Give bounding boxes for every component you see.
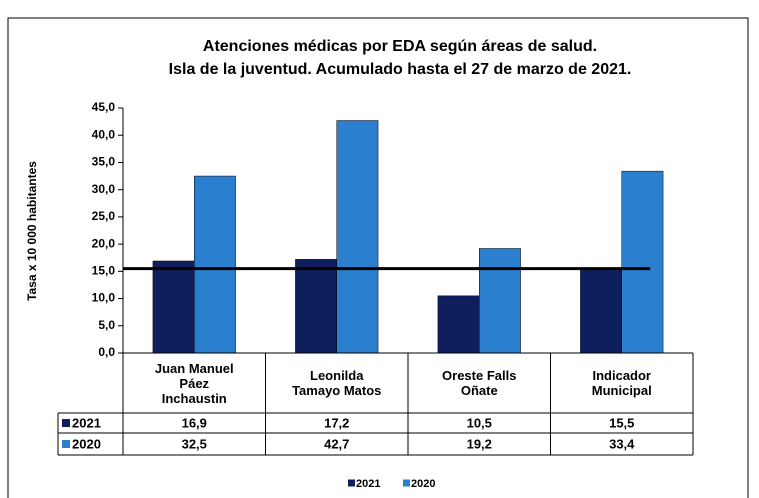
y-tick-label: 30,0 — [92, 182, 116, 196]
y-axis-label: Tasa x 10 000 habitantes — [25, 161, 39, 301]
y-tick-label: 25,0 — [92, 209, 116, 223]
legend-label: 2020 — [411, 478, 435, 490]
y-tick-label: 35,0 — [92, 155, 116, 169]
y-tick-label: 10,0 — [92, 291, 116, 305]
y-tick-label: 40,0 — [92, 127, 116, 141]
data-label: 19,2 — [467, 436, 492, 451]
legend-key — [62, 440, 70, 448]
series-name: 2021 — [72, 415, 101, 430]
bar — [152, 260, 195, 354]
data-label: 42,7 — [324, 436, 349, 451]
bar — [437, 295, 480, 354]
legend-key — [403, 479, 410, 487]
legend-key — [348, 479, 355, 487]
series-name: 2020 — [72, 436, 101, 451]
y-tick-label: 45,0 — [92, 100, 116, 114]
bar — [479, 248, 521, 354]
bar — [621, 170, 664, 354]
x-tick-label: Juan Manuel Páez Inchaustin — [154, 360, 234, 406]
data-label: 15,5 — [609, 415, 634, 430]
data-label: 16,9 — [182, 415, 207, 430]
x-tick-label: Oreste Falls Oñate — [442, 368, 517, 398]
y-tick-label: 0,0 — [98, 345, 115, 359]
data-label: 33,4 — [609, 436, 635, 451]
x-tick-label: Indicador Municipal — [591, 368, 652, 398]
data-label: 32,5 — [182, 436, 207, 451]
legend-key — [62, 419, 70, 427]
chart-title: Atenciones médicas por EDA según áreas d… — [203, 38, 597, 55]
frame — [7, 17, 749, 498]
y-tick-label: 20,0 — [92, 236, 116, 250]
y-tick-label: 15,0 — [92, 264, 116, 278]
bar — [336, 120, 379, 354]
bar — [295, 259, 337, 354]
legend-label: 2021 — [356, 478, 380, 490]
data-label: 10,5 — [467, 415, 492, 430]
y-tick-label: 5,0 — [98, 318, 115, 332]
bar — [194, 175, 236, 354]
data-label: 17,2 — [324, 415, 349, 430]
bar — [580, 268, 622, 354]
chart-title: Isla de la juventud. Acumulado hasta el … — [169, 61, 632, 78]
x-tick-label: Leonilda Tamayo Matos — [292, 368, 382, 398]
